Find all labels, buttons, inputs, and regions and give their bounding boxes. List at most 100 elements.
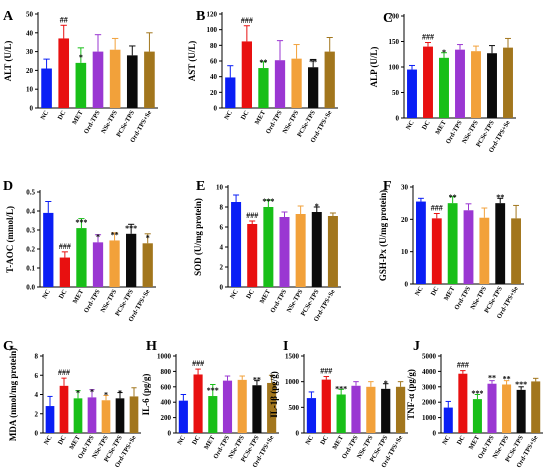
- bar: [423, 46, 433, 118]
- bar: [109, 49, 121, 108]
- significance-label: *: [104, 390, 108, 399]
- y-axis-label: IL-6 (pg/g): [141, 374, 151, 416]
- y-axis-label: ALP (U/L): [369, 47, 379, 88]
- y-axis-label: MDA (nmol/mg protein): [8, 348, 18, 441]
- y-tick-label: 4000: [422, 368, 437, 376]
- bar: [45, 406, 55, 433]
- category-label: DC: [456, 434, 467, 446]
- bar: [471, 51, 481, 118]
- y-tick-label: 120: [207, 11, 218, 19]
- chart-panel-a: A 0 10 20 30 40 50 ALT (U/L) NC ## DC * METOrd-TPSNS…: [3, 9, 158, 144]
- significance-label: *: [315, 202, 319, 211]
- significance-label: *: [146, 233, 150, 242]
- bar: [351, 385, 361, 433]
- significance-label: **: [259, 58, 267, 67]
- bar: [142, 243, 153, 287]
- category-label: NC: [41, 288, 52, 300]
- category-label: NC: [414, 285, 425, 297]
- y-tick-label: 1000: [285, 378, 300, 386]
- bar: [503, 47, 513, 119]
- bar: [487, 383, 497, 433]
- significance-label: ###: [58, 368, 70, 377]
- bar: [59, 257, 70, 287]
- y-tick-label: 4: [35, 391, 39, 399]
- category-label: NC: [441, 434, 452, 446]
- y-axis-label: GSH-Px (U/mg protein): [378, 190, 388, 281]
- category-label: DC: [57, 109, 68, 121]
- y-tick-label: 2000: [422, 399, 437, 407]
- bar: [395, 386, 406, 433]
- bar: [208, 396, 218, 433]
- category-label: NC: [43, 434, 54, 446]
- bar: [279, 217, 290, 287]
- y-tick-label: 40: [26, 29, 34, 37]
- significance-label: *: [90, 387, 94, 396]
- bar: [479, 217, 490, 284]
- y-tick-label: 80: [210, 42, 218, 50]
- y-tick-label: 50: [26, 11, 34, 19]
- bar: [101, 400, 111, 433]
- bar: [447, 203, 458, 284]
- category-label: MET: [72, 288, 86, 305]
- bar: [472, 399, 482, 433]
- significance-label: *: [96, 232, 100, 241]
- y-tick-label: 10: [216, 184, 224, 192]
- y-tick-label: 6: [220, 224, 224, 232]
- y-tick-label: 0: [296, 430, 300, 438]
- bar: [458, 373, 468, 433]
- panel-letter: F: [383, 179, 392, 194]
- bar: [487, 53, 497, 119]
- y-tick-label: 20: [210, 89, 218, 97]
- bar: [455, 49, 465, 118]
- category-label: DC: [319, 434, 330, 446]
- significance-label: *: [442, 48, 446, 57]
- y-tick-label: 30: [401, 184, 409, 192]
- bar: [263, 207, 274, 287]
- y-axis-label: ALT (U/L): [3, 41, 13, 82]
- y-tick-label: 10: [26, 86, 34, 94]
- bar: [92, 51, 104, 108]
- bar: [126, 55, 138, 108]
- bar: [231, 202, 242, 287]
- bar: [144, 51, 155, 108]
- bar: [41, 68, 52, 108]
- bar: [58, 38, 70, 108]
- bar: [511, 218, 521, 284]
- category-label: DC: [430, 285, 441, 297]
- bar: [126, 233, 137, 287]
- category-label: MET: [434, 119, 448, 136]
- bar: [516, 389, 526, 433]
- significance-label: ***: [125, 224, 137, 233]
- panel-letter: I: [283, 339, 288, 354]
- y-tick-label: 0.2: [26, 246, 35, 254]
- significance-label: ###: [431, 204, 443, 213]
- panel-letter: D: [3, 179, 13, 194]
- y-tick-label: 200: [161, 414, 172, 422]
- bar: [308, 67, 319, 108]
- bar: [76, 228, 87, 287]
- bar: [247, 224, 258, 287]
- significance-label: **: [253, 375, 261, 384]
- bar: [258, 68, 269, 108]
- y-tick-label: 1500: [285, 353, 300, 361]
- panel-letter: C: [383, 11, 393, 26]
- y-tick-label: 1000: [157, 353, 172, 361]
- bar: [531, 381, 541, 433]
- category-label: DC: [240, 109, 251, 121]
- category-label: MET: [259, 288, 273, 305]
- category-label: NC: [229, 288, 240, 300]
- y-tick-label: 50: [392, 89, 400, 97]
- bar: [129, 396, 139, 433]
- chart-panel-j: J 0 1000 2000 3000 4000 5000 TNF-α (pg/g) NC ### D…: [406, 339, 543, 469]
- y-tick-label: 600: [161, 383, 172, 391]
- category-label: NC: [405, 119, 416, 131]
- category-label: NC: [40, 109, 51, 121]
- y-tick-label: 20: [26, 67, 34, 75]
- y-tick-label: 0.1: [26, 265, 35, 273]
- y-tick-label: 30: [26, 48, 34, 56]
- y-tick-label: 400: [161, 399, 172, 407]
- y-tick-label: 20: [401, 216, 409, 224]
